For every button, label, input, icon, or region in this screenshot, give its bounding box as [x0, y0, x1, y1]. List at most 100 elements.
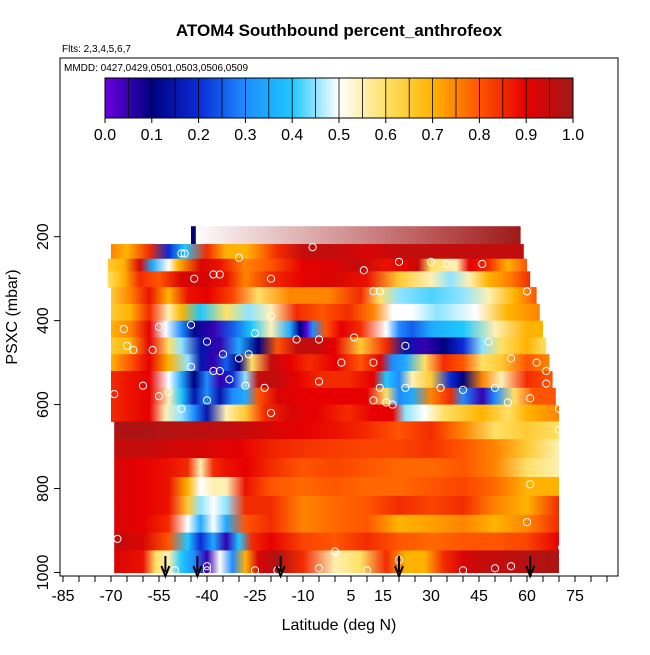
x-axis-label: Latitude (deg N)	[282, 617, 397, 634]
observation-point	[129, 345, 138, 355]
x-tick-label: 15	[374, 588, 392, 605]
observation-point	[561, 551, 570, 560]
observation-point	[506, 354, 516, 363]
heatmap-layer	[111, 320, 543, 339]
flights-label: Flts: 2,3,4,5,6,7	[62, 44, 131, 55]
observation-point	[113, 534, 122, 543]
x-tick-label: -70	[99, 588, 122, 605]
observation-point	[532, 358, 541, 367]
observation-point	[122, 341, 132, 350]
colorbar-tick-label: 0.6	[375, 127, 397, 144]
heatmap-layer	[114, 550, 559, 574]
observation-point	[170, 566, 180, 575]
observation-point	[458, 385, 468, 394]
colorbar-tick-label: 0.4	[281, 127, 303, 144]
observation-point	[190, 274, 199, 283]
observation-point	[369, 358, 378, 367]
observation-point	[154, 322, 164, 332]
observation-point	[97, 371, 106, 380]
x-tick-label: 45	[470, 588, 488, 605]
observation-point	[388, 308, 397, 317]
heatmap-layer	[111, 387, 556, 406]
observation-point	[250, 566, 260, 575]
observation-point	[490, 564, 500, 573]
observation-point	[554, 425, 564, 434]
y-tick-label: 1000	[35, 555, 52, 591]
observation-point	[186, 362, 196, 371]
y-tick-label: 600	[35, 391, 52, 418]
observation-point	[100, 383, 109, 392]
observation-point	[542, 366, 551, 376]
heatmap-cell	[191, 226, 196, 245]
profile-arrow	[192, 556, 203, 579]
x-tick-label: 60	[518, 588, 536, 605]
observation-points	[97, 228, 570, 575]
colorbar-tick-label: 0.8	[468, 127, 490, 144]
observation-point	[177, 249, 186, 258]
observation-point	[215, 270, 224, 279]
profile-arrow	[160, 556, 171, 579]
y-tick-label: 200	[35, 223, 52, 250]
x-tick-label: -85	[51, 588, 74, 605]
observation-point	[350, 333, 359, 342]
heatmap-layer	[107, 271, 531, 288]
observation-point	[394, 257, 404, 266]
observation-point	[110, 389, 119, 399]
observation-point	[506, 562, 516, 571]
heatmap-layer	[114, 514, 559, 534]
observation-point	[490, 383, 500, 392]
observation-point	[234, 354, 244, 363]
y-axis-label: PSXC (mbar)	[4, 269, 21, 364]
observation-point	[314, 564, 324, 573]
heatmap-layer	[114, 476, 559, 497]
plot-frame	[59, 57, 619, 577]
heatmap-layer	[114, 439, 559, 459]
x-axis: -85 -70 -55 -40 -25 -10 5 15 30 45 60 75	[51, 576, 608, 605]
y-axis: 200 400 600 800 1000	[35, 223, 60, 590]
observation-point	[234, 253, 244, 262]
observation-point	[119, 324, 128, 334]
observation-point	[554, 404, 564, 413]
observation-point	[484, 337, 493, 346]
heatmap-layer	[111, 371, 553, 389]
observation-point	[522, 517, 532, 527]
observation-point	[526, 394, 535, 403]
observation-point	[436, 383, 445, 392]
observation-point	[526, 480, 535, 489]
profile-arrow	[275, 556, 286, 579]
observation-point	[244, 350, 253, 359]
observation-point	[478, 259, 487, 269]
observation-point	[202, 562, 212, 571]
heatmap-layer	[111, 287, 537, 305]
dates-label: MMDD: 0427,0429,0501,0503,0506,0509	[64, 63, 248, 74]
observation-point	[330, 547, 340, 556]
observation-point	[375, 287, 384, 296]
x-tick-label: -40	[195, 588, 218, 605]
observation-point	[401, 383, 410, 392]
observation-point	[202, 396, 212, 405]
observation-point	[314, 335, 324, 344]
observation-point	[458, 566, 468, 575]
observation-point	[561, 566, 570, 575]
observation-point	[266, 274, 276, 283]
observation-point	[266, 408, 276, 418]
observation-point	[225, 375, 234, 384]
x-tick-label: -55	[147, 588, 170, 605]
heatmap-layer	[111, 337, 547, 355]
x-tick-label: -10	[291, 588, 314, 605]
observation-point	[250, 329, 260, 338]
observation-point	[148, 345, 157, 355]
observation-point	[180, 249, 189, 258]
profile-arrow	[525, 556, 536, 579]
observation-point	[442, 259, 452, 269]
observation-point	[522, 287, 532, 296]
observation-point	[369, 287, 378, 296]
observation-point	[215, 366, 224, 376]
observation-point	[292, 335, 301, 344]
heatmap-layer	[114, 495, 559, 516]
colorbar-ticks: 0.0 0.1 0.2 0.3 0.4 0.5 0.6 0.7 0.8 0.9 1.0	[94, 118, 584, 144]
observation-point	[337, 358, 346, 367]
colorbar-tick-label: 0.2	[187, 127, 209, 144]
observation-point	[545, 228, 554, 237]
